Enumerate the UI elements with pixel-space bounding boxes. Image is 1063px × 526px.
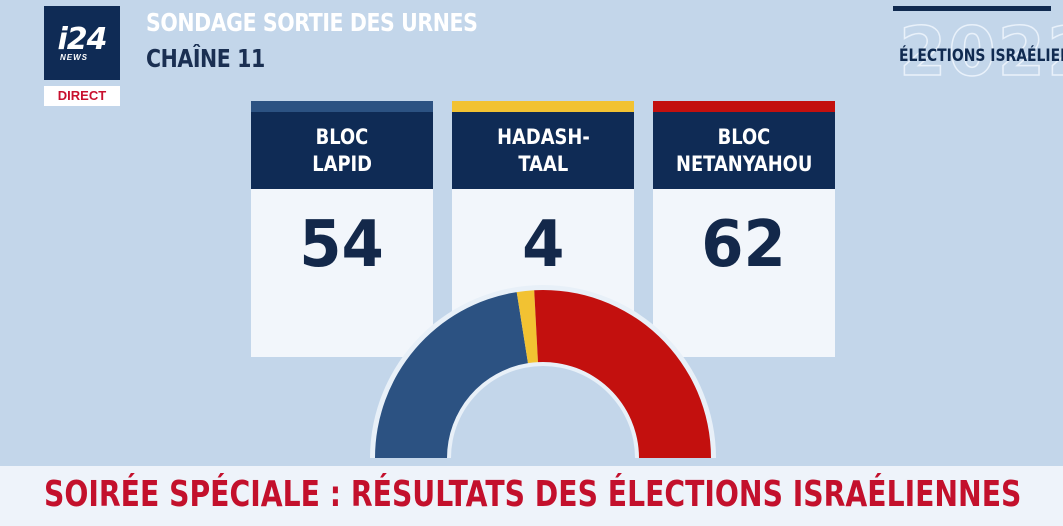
logo-box: i24 NEWS bbox=[44, 6, 120, 80]
logo-sub-text: NEWS bbox=[60, 52, 88, 62]
card-label-line1: BLOC bbox=[717, 124, 771, 149]
brand-bar bbox=[893, 6, 1051, 11]
banner-text: SOIRÉE SPÉCIALE : RÉSULTATS DES ÉLECTION… bbox=[44, 474, 1022, 515]
card-label-line1: HADASH- bbox=[496, 124, 590, 149]
bottom-banner: SOIRÉE SPÉCIALE : RÉSULTATS DES ÉLECTION… bbox=[0, 466, 1063, 526]
page-subtitle: CHAÎNE 11 bbox=[146, 44, 265, 73]
value-netanyahou: 62 bbox=[701, 208, 787, 282]
card-accent-netanyahou bbox=[653, 101, 835, 112]
card-accent-lapid bbox=[251, 101, 433, 112]
card-accent-hadash bbox=[452, 101, 634, 112]
logo-main-text: i24 bbox=[57, 21, 107, 57]
channel-logo: i24 NEWS DIRECT bbox=[44, 6, 120, 106]
brand-year: 2022 bbox=[898, 12, 1063, 93]
card-value-lapid: 54 bbox=[251, 213, 433, 277]
value-lapid: 54 bbox=[299, 208, 385, 282]
card-bloc-netanyahou: BLOC NETANYAHOU 62 bbox=[653, 101, 835, 357]
hemi-segment-lapid bbox=[375, 292, 528, 458]
card-label-line1: BLOC bbox=[315, 124, 369, 149]
card-bloc-lapid: BLOC LAPID 54 bbox=[251, 101, 433, 357]
card-label-line2: LAPID bbox=[312, 151, 372, 176]
hemi-segment-hadash bbox=[516, 290, 538, 364]
hemicycle-chart bbox=[370, 285, 716, 458]
card-label-line2: NETANYAHOU bbox=[675, 151, 813, 176]
card-header-lapid: BLOC LAPID bbox=[251, 112, 433, 189]
card-label-line2: TAAL bbox=[518, 151, 568, 176]
card-value-netanyahou: 62 bbox=[653, 213, 835, 277]
page-title: SONDAGE SORTIE DES URNES bbox=[146, 8, 478, 37]
brand-text: ÉLECTIONS ISRAÉLIENNES bbox=[899, 46, 1063, 66]
card-header-netanyahou: BLOC NETANYAHOU bbox=[653, 112, 835, 189]
card-header-hadash: HADASH- TAAL bbox=[452, 112, 634, 189]
hemi-segment-netanyahou bbox=[534, 290, 711, 458]
election-brand: 2022 ÉLECTIONS ISRAÉLIENNES bbox=[893, 6, 1063, 96]
value-hadash: 4 bbox=[521, 208, 565, 282]
live-tag: DIRECT bbox=[44, 86, 120, 106]
card-value-hadash: 4 bbox=[452, 213, 634, 277]
